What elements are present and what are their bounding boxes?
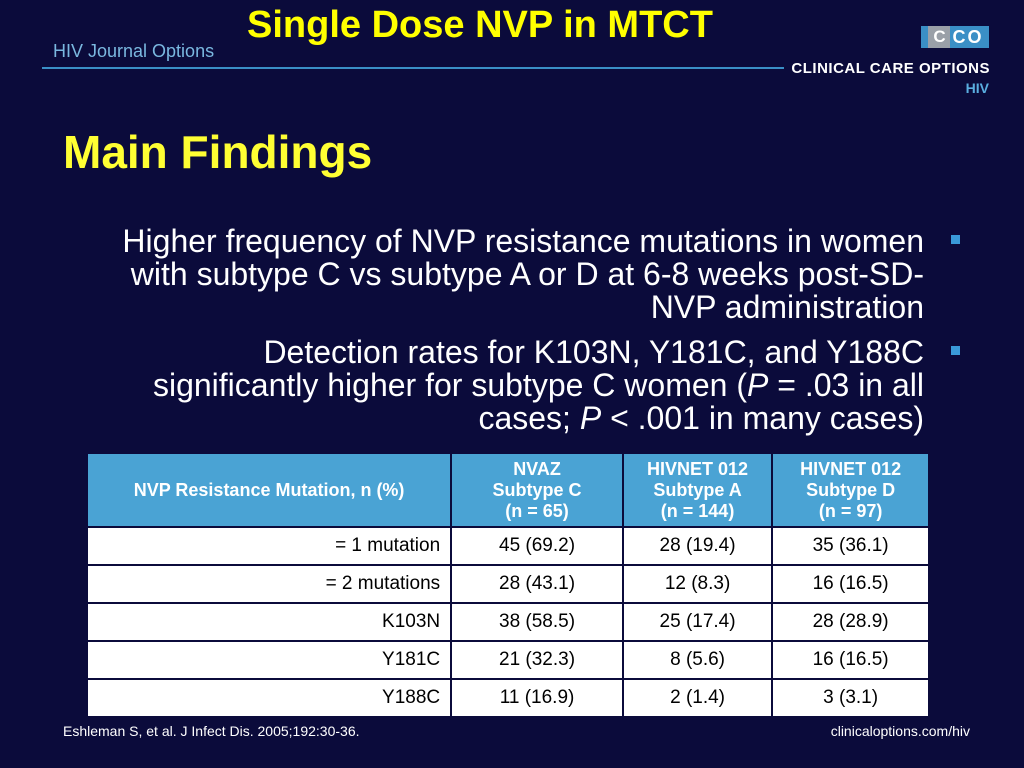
bullet-item: Higher frequency of NVP resistance mutat… — [60, 223, 960, 325]
table-cell: Y181C — [85, 640, 453, 680]
column-header-line: HIVNET 012 — [647, 458, 749, 479]
bullet-text: = .03 in all — [768, 367, 924, 403]
bullet-line: Detection rates for K103N, Y181C, and Y1… — [263, 334, 924, 370]
column-header: NVP Resistance Mutation, n (%) — [85, 452, 453, 528]
table-header-row: NVP Resistance Mutation, n (%) NVAZ Subt… — [85, 452, 930, 528]
brand-sub: HIV — [965, 80, 989, 96]
column-header-line: (n = 65) — [505, 500, 569, 521]
column-header-line: Subtype C — [492, 479, 582, 500]
bullet-marker-icon — [951, 346, 960, 355]
table-cell: 38 (58.5) — [450, 602, 624, 642]
column-header: NVAZ Subtype C (n = 65) — [450, 452, 624, 528]
column-header-line: Subtype A — [653, 479, 742, 500]
table-cell: 45 (69.2) — [450, 526, 624, 566]
logo-letter-1: C — [928, 26, 951, 48]
column-header-line: Subtype D — [806, 479, 896, 500]
table-cell: 28 (43.1) — [450, 564, 624, 604]
slide-title: Single Dose NVP in MTCT — [247, 4, 713, 46]
table-cell: 12 (8.3) — [621, 564, 774, 604]
bullet-line: significantly higher for subtype C women… — [60, 369, 924, 402]
citation: Eshleman S, et al. J Infect Dis. 2005;19… — [63, 723, 360, 739]
bullet-list: Higher frequency of NVP resistance mutat… — [60, 223, 960, 447]
footer-url: clinicaloptions.com/hiv — [830, 723, 970, 739]
resistance-table: NVP Resistance Mutation, n (%) NVAZ Subt… — [85, 452, 930, 718]
bullet-line: Higher frequency of NVP resistance mutat… — [122, 223, 924, 259]
table-row: = 2 mutations 28 (43.1) 12 (8.3) 16 (16.… — [85, 564, 930, 604]
table-row: K103N 38 (58.5) 25 (17.4) 28 (28.9) — [85, 602, 930, 642]
column-header-line: (n = 97) — [818, 500, 883, 521]
bullet-text: < .001 in many cases) — [601, 400, 924, 436]
column-header-line: NVAZ — [513, 458, 561, 479]
table-cell: 16 (16.5) — [771, 564, 930, 604]
table-cell: 16 (16.5) — [771, 640, 930, 680]
table-cell: 21 (32.3) — [450, 640, 624, 680]
table-row: = 1 mutation 45 (69.2) 28 (19.4) 35 (36.… — [85, 526, 930, 566]
bullet-marker-icon — [951, 235, 960, 244]
table-cell: 25 (17.4) — [621, 602, 774, 642]
brand-name: CLINICAL CARE OPTIONS — [791, 60, 990, 77]
table-cell: = 2 mutations — [85, 564, 453, 604]
header-divider — [42, 67, 784, 69]
column-header: HIVNET 012 Subtype D (n = 97) — [771, 452, 930, 528]
bullet-text-italic: P — [747, 367, 769, 403]
bullet-text-italic: P — [579, 400, 602, 436]
table-cell: 28 (28.9) — [771, 602, 930, 642]
table-row: Y188C 11 (16.9) 2 (1.4) 3 (3.1) — [85, 678, 930, 718]
table-row: Y181C 21 (32.3) 8 (5.6) 16 (16.5) — [85, 640, 930, 680]
column-header-line: HIVNET 012 — [800, 458, 902, 479]
table-cell: = 1 mutation — [85, 526, 453, 566]
column-header-line: NVP Resistance Mutation, n (%) — [133, 479, 405, 500]
bullet-text: cases; — [478, 400, 580, 436]
column-header-line: (n = 144) — [660, 500, 735, 521]
bullet-line: with subtype C vs subtype A or D at 6-8 … — [130, 256, 924, 292]
table-cell: K103N — [85, 602, 453, 642]
bullet-item: Detection rates for K103N, Y181C, and Y1… — [60, 334, 960, 435]
table-cell: 8 (5.6) — [621, 640, 774, 680]
journal-label: HIV Journal Options — [53, 41, 215, 61]
cco-logo: C C O — [921, 26, 989, 48]
bullet-line: NVP administration — [650, 289, 924, 325]
bullet-line: cases; P < .001 in many cases) — [60, 402, 924, 435]
table-cell: 35 (36.1) — [771, 526, 930, 566]
table-cell: Y188C — [85, 678, 453, 718]
logo-letter-2: C — [952, 26, 966, 47]
table-cell: 2 (1.4) — [621, 678, 774, 718]
logo-letter-3: O — [967, 26, 982, 47]
table-cell: 28 (19.4) — [621, 526, 774, 566]
table-cell: 11 (16.9) — [450, 678, 624, 718]
bullet-text: significantly higher for subtype C women… — [152, 367, 747, 403]
column-header: HIVNET 012 Subtype A (n = 144) — [621, 452, 774, 528]
table-cell: 3 (3.1) — [771, 678, 930, 718]
section-heading: Main Findings — [63, 126, 373, 178]
